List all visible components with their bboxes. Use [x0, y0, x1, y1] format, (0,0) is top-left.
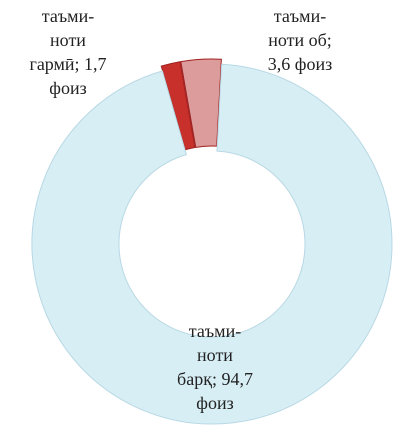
data-label: таъми-ноти гармӣ; 1,7 фоиз — [29, 6, 106, 98]
donut-slice — [31, 63, 393, 425]
donut-slice — [160, 61, 196, 151]
donut-slice — [180, 58, 222, 148]
data-label: таъми-ноти барқ; 94,7 фоиз — [177, 321, 253, 413]
data-label: таъми-ноти об; 3,6 фоиз — [268, 6, 332, 74]
